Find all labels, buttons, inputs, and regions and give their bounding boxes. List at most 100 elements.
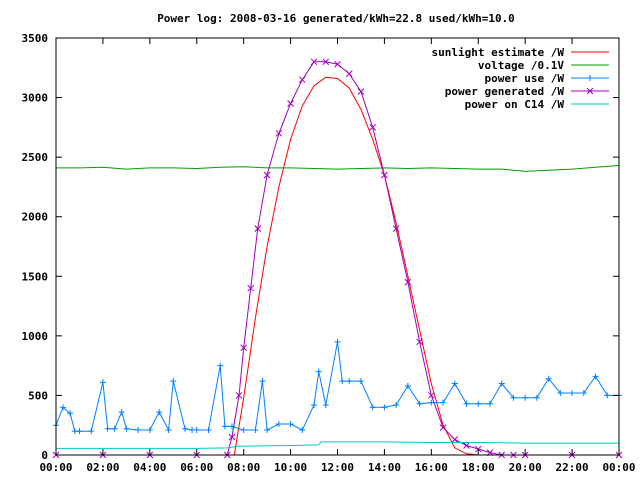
data-point [298, 76, 306, 84]
data-point [193, 426, 200, 433]
data-point [404, 278, 412, 286]
data-point [569, 390, 576, 397]
y-tick-label: 2500 [22, 151, 49, 164]
data-point [123, 425, 130, 432]
data-point [357, 378, 364, 385]
series-line [233, 76, 479, 456]
data-point [522, 394, 529, 401]
legend-label: power on C14 /W [465, 98, 565, 111]
x-tick-label: 08:00 [227, 461, 260, 474]
data-point [545, 375, 552, 382]
axis-ticks: 0 500 1000 1500 2000 2500 3000 3500 00:00 02:00 04… [22, 32, 636, 474]
y-tick-label: 500 [28, 389, 48, 402]
x-tick-label: 00:00 [39, 461, 72, 474]
data-point [533, 394, 540, 401]
data-point [182, 425, 189, 432]
data-point [235, 392, 243, 399]
legend-label: power use /W [485, 72, 565, 85]
data-point [170, 378, 177, 385]
data-point [393, 401, 400, 408]
y-tick-label: 3000 [22, 92, 49, 105]
series-2 [53, 338, 622, 435]
data-point [287, 100, 294, 107]
series-layer [52, 58, 623, 459]
x-tick-label: 18:00 [462, 461, 495, 474]
x-tick-label: 02:00 [86, 461, 119, 474]
data-point [299, 426, 306, 433]
data-point [322, 58, 330, 66]
data-point [322, 401, 329, 408]
data-point [557, 390, 564, 397]
x-tick-label: 00:00 [602, 461, 635, 474]
data-point [339, 378, 346, 385]
data-point [156, 409, 163, 416]
y-tick-label: 0 [41, 449, 48, 462]
data-point [310, 58, 318, 66]
series-4 [56, 441, 619, 449]
data-point [135, 426, 142, 433]
y-tick-label: 2000 [22, 211, 49, 224]
x-tick-label: 14:00 [368, 461, 401, 474]
data-point [228, 433, 236, 441]
data-point [416, 338, 423, 346]
series-line [56, 441, 619, 449]
data-point [76, 428, 83, 435]
data-point [334, 60, 341, 68]
data-point [451, 380, 458, 387]
legend-label: power generated /W [445, 85, 565, 98]
data-point [486, 400, 493, 407]
data-point [254, 225, 262, 232]
data-point [439, 424, 447, 431]
data-point [221, 423, 228, 430]
x-tick-label: 12:00 [321, 461, 354, 474]
data-point [252, 426, 259, 433]
x-tick-label: 16:00 [415, 461, 448, 474]
data-point [118, 409, 125, 416]
data-point [240, 426, 247, 433]
legend-marker [586, 87, 594, 95]
data-point [146, 426, 153, 433]
data-point [88, 428, 95, 435]
series-line [56, 165, 620, 172]
data-point [311, 401, 318, 408]
data-point [440, 399, 447, 406]
x-tick-label: 06:00 [180, 461, 213, 474]
data-point [240, 344, 248, 352]
legend-entry-4: power on C14 /W [465, 98, 609, 111]
data-point [264, 426, 271, 433]
y-tick-label: 3500 [22, 32, 49, 45]
x-tick-label: 10:00 [274, 461, 307, 474]
data-point [451, 436, 459, 443]
data-point [463, 400, 470, 407]
data-point [99, 379, 106, 386]
data-point [259, 378, 266, 385]
data-point [345, 70, 353, 78]
data-point [510, 394, 517, 401]
data-point [334, 338, 341, 345]
data-point [428, 399, 435, 406]
data-point [60, 404, 67, 411]
data-point [315, 368, 322, 375]
data-point [165, 426, 172, 433]
legend-label: sunlight estimate /W [432, 46, 565, 59]
data-point [346, 378, 353, 385]
series-1 [56, 165, 620, 172]
data-point [604, 392, 611, 399]
data-point [111, 425, 118, 432]
data-point [580, 390, 587, 397]
legend-entry-2: power use /W [485, 72, 609, 85]
data-point [205, 426, 212, 433]
data-point [275, 129, 283, 137]
legend-entry-3: power generated /W [445, 85, 609, 98]
y-tick-label: 1500 [22, 270, 49, 283]
x-tick-label: 22:00 [556, 461, 589, 474]
legend-marker [587, 75, 593, 81]
data-point [463, 442, 470, 449]
chart-title: Power log: 2008-03-16 generated/kWh=22.8… [157, 12, 515, 25]
data-point [475, 400, 482, 407]
x-tick-label: 20:00 [509, 461, 542, 474]
legend-label: voltage /0.1V [478, 59, 564, 72]
y-tick-label: 1000 [22, 330, 49, 343]
